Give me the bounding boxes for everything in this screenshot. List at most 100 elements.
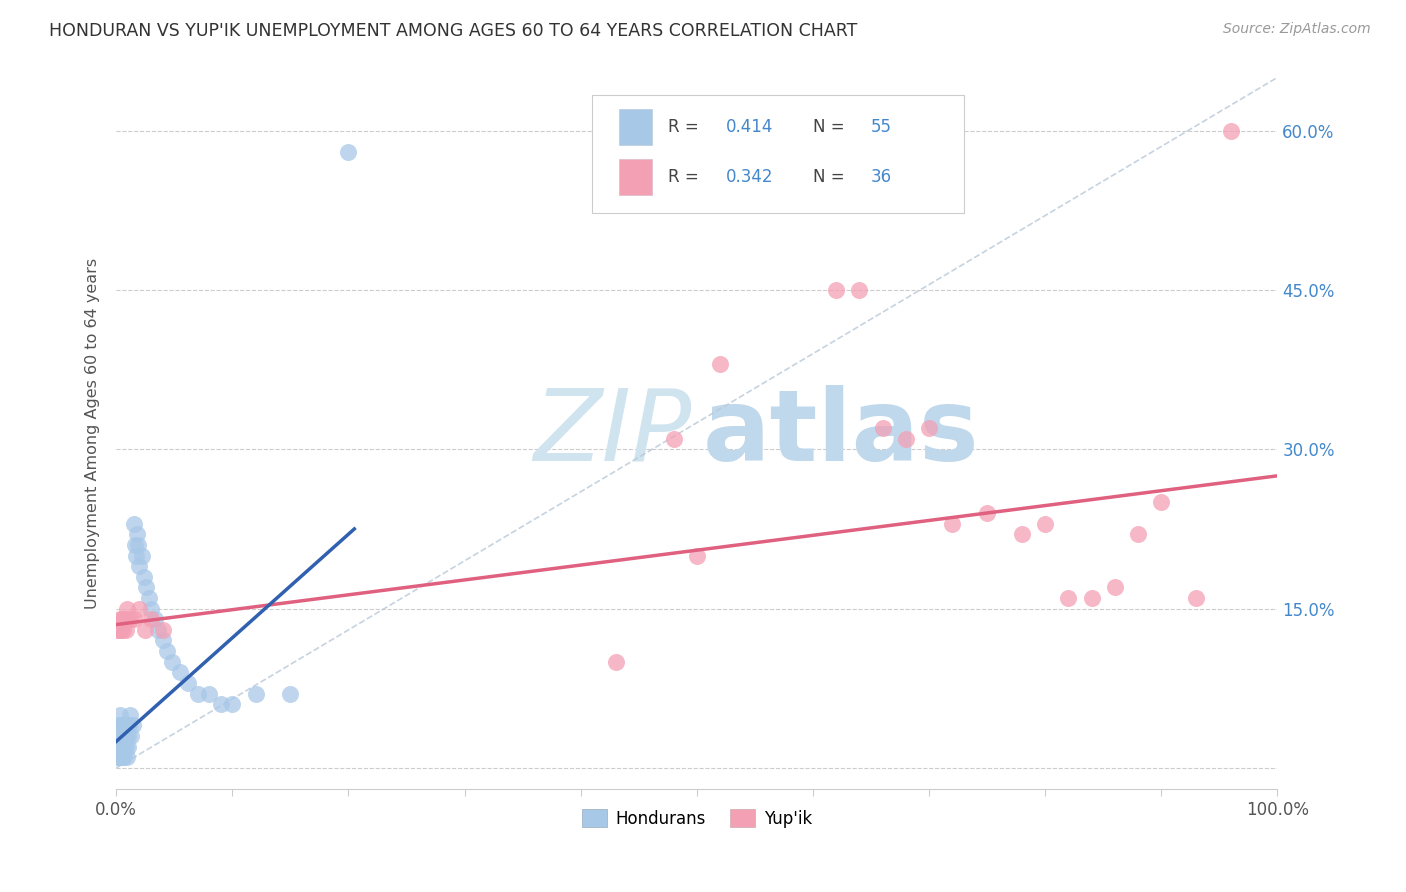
Point — [110, 718, 132, 732]
Y-axis label: Unemployment Among Ages 60 to 64 years: Unemployment Among Ages 60 to 64 years — [86, 258, 100, 609]
Point — [245, 687, 267, 701]
Point — [918, 421, 941, 435]
FancyBboxPatch shape — [619, 110, 651, 145]
Point — [117, 612, 139, 626]
Text: 55: 55 — [870, 119, 891, 136]
Point — [709, 357, 731, 371]
Text: 0.342: 0.342 — [725, 168, 773, 186]
Point — [139, 601, 162, 615]
Point — [112, 750, 135, 764]
Point — [848, 283, 870, 297]
Point — [111, 612, 134, 626]
Point — [127, 538, 149, 552]
Point — [110, 623, 132, 637]
Point — [139, 612, 162, 626]
Point — [221, 697, 243, 711]
Point — [107, 623, 129, 637]
Point — [107, 750, 129, 764]
Point — [134, 570, 156, 584]
Point — [128, 601, 150, 615]
Point — [976, 506, 998, 520]
Point — [138, 591, 160, 605]
Point — [662, 432, 685, 446]
Point — [1057, 591, 1080, 605]
Point — [110, 729, 132, 743]
Point — [135, 580, 157, 594]
Point — [143, 612, 166, 626]
Point — [198, 687, 221, 701]
Point — [1011, 527, 1033, 541]
Point — [112, 739, 135, 754]
Point — [686, 549, 709, 563]
Point — [1150, 495, 1173, 509]
Point — [127, 527, 149, 541]
Point — [131, 549, 153, 563]
Point — [111, 750, 134, 764]
Point — [160, 655, 183, 669]
Point — [112, 612, 135, 626]
Point — [1220, 123, 1243, 137]
Point — [108, 707, 131, 722]
Point — [177, 676, 200, 690]
Point — [107, 718, 129, 732]
Text: Source: ZipAtlas.com: Source: ZipAtlas.com — [1223, 22, 1371, 37]
Text: R =: R = — [668, 119, 704, 136]
Point — [121, 718, 143, 732]
FancyBboxPatch shape — [619, 160, 651, 194]
Point — [108, 729, 131, 743]
Text: atlas: atlas — [703, 384, 979, 482]
Point — [337, 145, 360, 159]
Point — [605, 655, 627, 669]
Point — [107, 623, 129, 637]
Point — [112, 623, 135, 637]
Point — [825, 283, 848, 297]
Point — [108, 750, 131, 764]
Point — [107, 729, 129, 743]
Point — [209, 697, 232, 711]
Point — [107, 739, 129, 754]
Point — [112, 729, 135, 743]
Point — [115, 750, 138, 764]
Point — [894, 432, 917, 446]
Point — [1185, 591, 1208, 605]
Point — [114, 729, 136, 743]
Point — [152, 633, 174, 648]
Point — [122, 612, 145, 626]
Text: R =: R = — [668, 168, 704, 186]
Point — [1080, 591, 1102, 605]
Text: ZIP: ZIP — [533, 384, 690, 482]
Point — [120, 612, 142, 626]
Point — [122, 516, 145, 531]
Point — [125, 549, 148, 563]
Point — [187, 687, 209, 701]
Point — [120, 707, 142, 722]
Point — [941, 516, 963, 531]
Point — [115, 601, 138, 615]
Point — [108, 612, 131, 626]
Point — [111, 739, 134, 754]
Point — [120, 729, 142, 743]
Text: 0.414: 0.414 — [725, 119, 773, 136]
Point — [280, 687, 302, 701]
Text: HONDURAN VS YUP'IK UNEMPLOYMENT AMONG AGES 60 TO 64 YEARS CORRELATION CHART: HONDURAN VS YUP'IK UNEMPLOYMENT AMONG AG… — [49, 22, 858, 40]
Point — [115, 718, 138, 732]
Point — [1104, 580, 1126, 594]
Point — [111, 718, 134, 732]
Text: N =: N = — [813, 168, 849, 186]
Text: N =: N = — [813, 119, 849, 136]
Point — [114, 623, 136, 637]
Legend: Hondurans, Yup'ik: Hondurans, Yup'ik — [575, 803, 818, 834]
Point — [124, 538, 146, 552]
FancyBboxPatch shape — [592, 95, 965, 212]
Point — [1033, 516, 1056, 531]
Point — [117, 739, 139, 754]
Point — [156, 644, 179, 658]
Point — [108, 739, 131, 754]
Point — [146, 623, 169, 637]
Point — [872, 421, 894, 435]
Point — [112, 718, 135, 732]
Point — [117, 729, 139, 743]
Point — [118, 718, 141, 732]
Point — [107, 750, 129, 764]
Text: 36: 36 — [870, 168, 893, 186]
